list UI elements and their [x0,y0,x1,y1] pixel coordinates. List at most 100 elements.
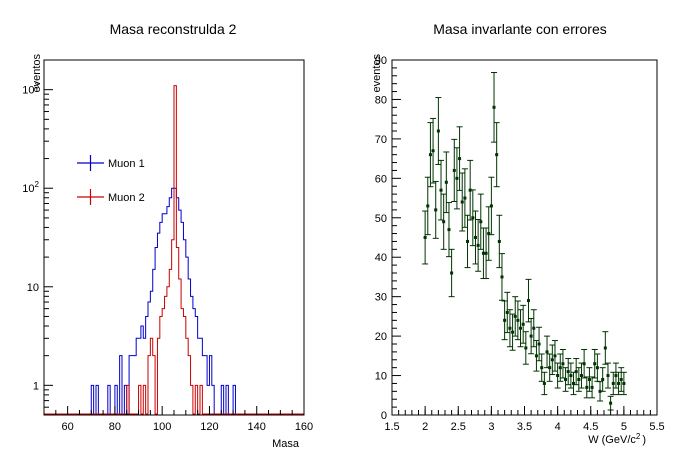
x-tick-label: 2 [422,421,428,433]
data-point [513,314,517,318]
left-axes: 60 80 100 120 140 160 1 10 102 103 [22,59,313,433]
data-point [558,366,562,370]
y-tick-label: 40 [375,252,387,264]
data-point [466,239,470,243]
data-point [439,188,443,192]
y-tick-label: 102 [22,180,39,195]
right-plot-frame [391,59,658,416]
data-point [622,381,626,385]
data-point [614,374,618,378]
data-point [548,366,552,370]
x-tick-label: 3 [488,421,494,433]
data-point [426,204,430,208]
data-point [609,401,613,405]
y-tick-label: 70 [375,134,387,146]
data-point [606,374,610,378]
y-tick-label: 0 [381,410,387,422]
data-point [524,346,528,350]
data-point [590,385,594,389]
right-chart-panel: Masa invarlante con errores 1.5 2 2.5 3 3.5 4… [371,21,665,446]
y-tick-label: 60 [375,173,387,185]
x-tick-label: 3.5 [517,421,532,433]
right-axes: 1.5 2 2.5 3 3.5 4 4.5 5 5.5 0 10 20 30 40 50 60 70 80 90 [375,55,665,433]
data-point [574,370,578,374]
data-point [534,354,538,358]
data-point [582,362,586,366]
data-point [484,251,488,255]
data-point [529,334,533,338]
left-histogram-area [44,85,304,415]
data-point [503,318,507,322]
data-point [450,271,454,275]
data-point [550,358,554,362]
x-tick-label: 4 [555,421,561,433]
data-point [537,342,541,346]
data-point [436,129,440,133]
histogram-line-2 [44,85,304,415]
data-point [442,220,446,224]
data-point [579,374,583,378]
legend-label-muon-1: Muon 1 [108,158,145,170]
data-point [556,374,560,378]
data-point [428,153,432,157]
x-tick-label: 100 [153,421,171,433]
data-point [587,378,591,381]
data-point [540,366,544,370]
right-x-axis-label: W (GeV/c2) [588,432,646,446]
x-tick-label: 60 [62,421,74,433]
data-point [455,176,459,180]
data-point [542,381,546,385]
y-tick-label: 103 [22,82,39,97]
x-tick-label: 2.5 [451,421,466,433]
data-point [532,326,536,330]
data-point [564,378,568,381]
data-point [487,232,491,236]
data-point [561,362,565,366]
y-tick-label: 1 [33,380,39,392]
y-tick-label: 80 [375,94,387,106]
left-x-axis-label: Masa [272,438,300,450]
left-chart-title: Masa reconstrulda 2 [110,21,237,37]
right-x-axis-label-main: W (GeV/c [588,434,636,446]
data-point [545,350,549,354]
x-tick-label: 80 [109,421,121,433]
data-point [593,362,597,366]
data-point [444,180,448,184]
data-point [566,370,570,374]
legend: Muon 1 Muon 2 [77,155,145,205]
left-chart-panel: Masa reconstrulda 2 60 80 100 120 140 160 1 10 1… [22,21,313,450]
y-tick-label: 90 [375,55,387,67]
x-tick-label: 140 [248,421,266,433]
data-point [497,239,501,243]
data-point [508,326,512,330]
data-point [479,220,483,224]
data-point [434,208,438,212]
x-tick-label: 160 [295,421,313,433]
data-point [595,366,599,370]
right-x-axis-label-tail: ) [642,434,646,446]
data-point [505,310,509,314]
y-tick-label: 20 [375,331,387,343]
data-point [476,243,480,247]
y-tick-label: 30 [375,292,387,304]
data-point [492,105,496,109]
data-point [617,381,621,385]
data-point [447,228,451,232]
data-point [495,153,499,157]
data-point [458,157,462,161]
left-y-axis-label: eventos [31,54,43,93]
right-chart-title: Masa invarlante con errores [433,21,607,37]
data-point [516,318,520,322]
data-point [489,204,493,208]
x-tick-label: 120 [200,421,218,433]
data-point [585,385,589,389]
data-point [577,378,581,381]
y-tick-label: 10 [375,371,387,383]
legend-label-muon-2: Muon 2 [108,192,145,204]
data-point [569,374,573,378]
data-point [521,322,525,326]
legend-entry-muon-2: Muon 2 [77,189,145,205]
data-point [619,378,623,381]
data-point [473,236,477,239]
